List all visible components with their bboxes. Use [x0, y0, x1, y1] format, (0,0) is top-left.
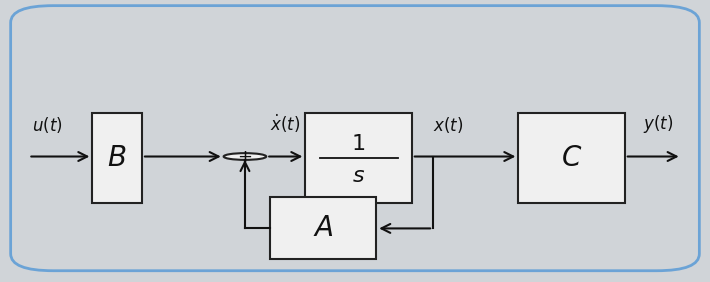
Ellipse shape: [224, 153, 266, 160]
Text: $C$: $C$: [561, 144, 582, 172]
Text: $B$: $B$: [107, 144, 127, 172]
Text: $+$: $+$: [237, 147, 253, 166]
Text: $u(t)$: $u(t)$: [32, 115, 62, 135]
FancyBboxPatch shape: [270, 197, 376, 259]
FancyBboxPatch shape: [92, 113, 142, 203]
FancyBboxPatch shape: [305, 113, 412, 203]
FancyBboxPatch shape: [518, 113, 625, 203]
Text: $s$: $s$: [352, 166, 365, 186]
Text: $y(t)$: $y(t)$: [643, 113, 673, 135]
Text: $\dot{x}(t)$: $\dot{x}(t)$: [270, 113, 300, 135]
Text: $A$: $A$: [313, 214, 333, 243]
Text: $1$: $1$: [351, 134, 366, 154]
Text: $x(t)$: $x(t)$: [433, 115, 464, 135]
FancyBboxPatch shape: [11, 6, 699, 271]
